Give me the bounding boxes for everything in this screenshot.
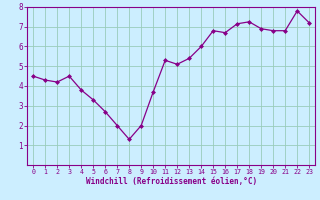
X-axis label: Windchill (Refroidissement éolien,°C): Windchill (Refroidissement éolien,°C) [86, 177, 257, 186]
